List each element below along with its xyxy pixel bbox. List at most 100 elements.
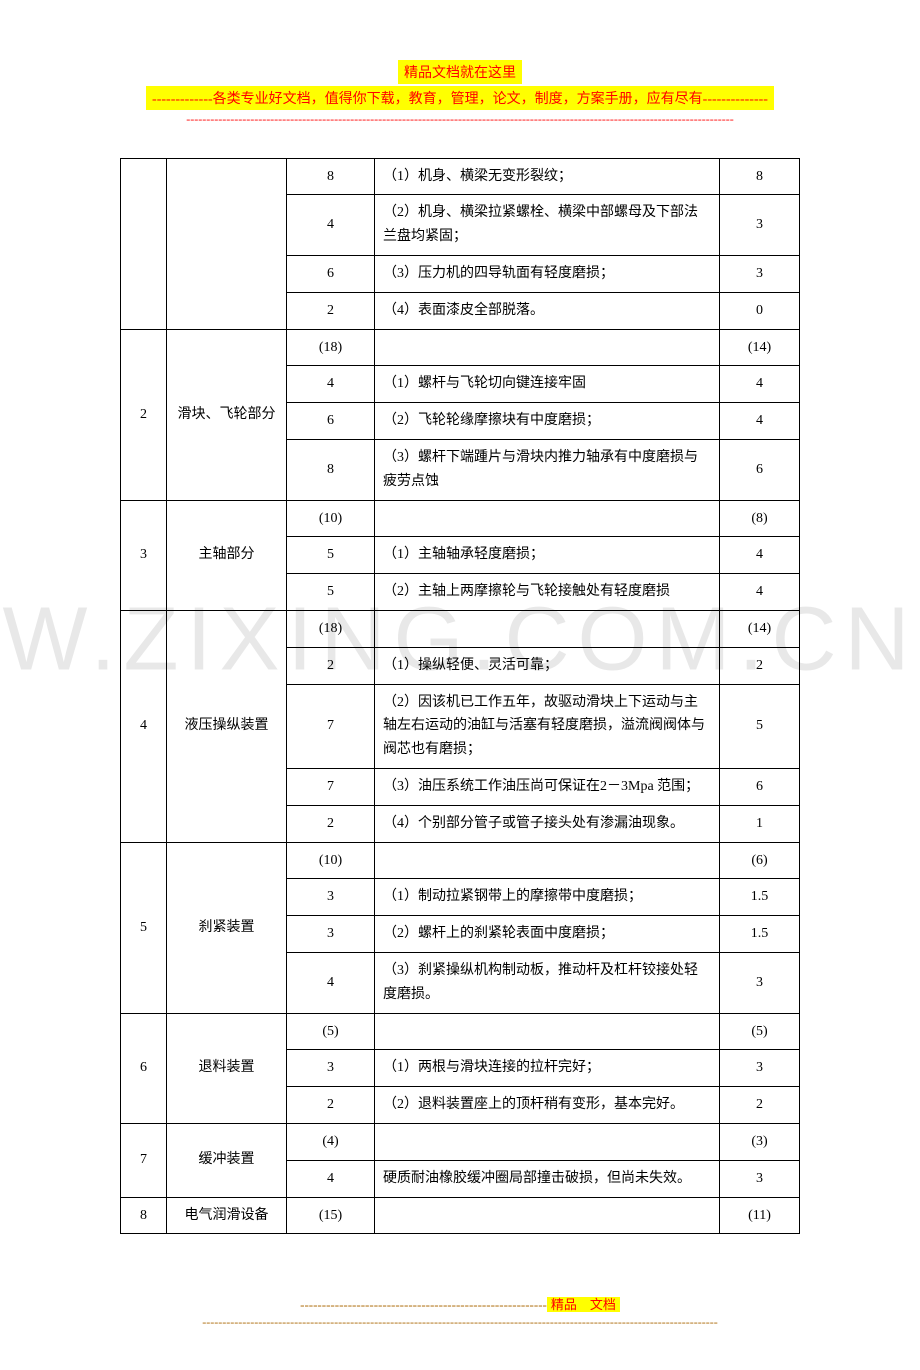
row-desc xyxy=(375,1197,720,1234)
footer-line1: ----------------------------------------… xyxy=(120,1294,800,1313)
row-score1: (10) xyxy=(287,500,375,537)
row-desc: （1）螺杆与飞轮切向键连接牢固 xyxy=(375,366,720,403)
header-line1-text: 精品文档就在这里 xyxy=(398,60,522,84)
row-desc xyxy=(375,500,720,537)
row-score2: 2 xyxy=(720,1087,800,1124)
row-score2: 5 xyxy=(720,684,800,768)
row-score2: 4 xyxy=(720,537,800,574)
row-score2: 2 xyxy=(720,647,800,684)
row-desc: （4）表面漆皮全部脱落。 xyxy=(375,292,720,329)
row-desc: （3）压力机的四导轨面有轻度磨损； xyxy=(375,255,720,292)
row-desc: （2）退料装置座上的顶杆稍有变形，基本完好。 xyxy=(375,1087,720,1124)
row-score1: 8 xyxy=(287,158,375,195)
row-desc: （1）操纵轻便、灵活可靠； xyxy=(375,647,720,684)
row-score2: 1.5 xyxy=(720,879,800,916)
row-num xyxy=(121,158,167,329)
row-part: 退料装置 xyxy=(167,1013,287,1123)
row-score1: 4 xyxy=(287,952,375,1013)
header-subtitle-text: 各类专业好文档，值得你下载，教育，管理，论文，制度，方案手册，应有尽有 xyxy=(213,92,703,107)
row-score2: 3 xyxy=(720,255,800,292)
row-part: 滑块、飞轮部分 xyxy=(167,329,287,500)
header-block: 精品文档就在这里 -------------各类专业好文档，值得你下载，教育，管… xyxy=(0,60,920,128)
row-desc: （1）制动拉紧钢带上的摩擦带中度磨损； xyxy=(375,879,720,916)
row-score1: (4) xyxy=(287,1123,375,1160)
row-score1: 6 xyxy=(287,403,375,440)
row-part xyxy=(167,158,287,329)
row-score1: 3 xyxy=(287,916,375,953)
assessment-table-container: 8（1）机身、横梁无变形裂纹；84（2）机身、横梁拉紧螺栓、横梁中部螺母及下部法… xyxy=(120,158,800,1235)
row-part: 主轴部分 xyxy=(167,500,287,610)
row-desc xyxy=(375,1013,720,1050)
row-score1: 6 xyxy=(287,255,375,292)
row-score1: 3 xyxy=(287,1050,375,1087)
row-score2: (6) xyxy=(720,842,800,879)
row-score2: (3) xyxy=(720,1123,800,1160)
assessment-table: 8（1）机身、横梁无变形裂纹；84（2）机身、横梁拉紧螺栓、横梁中部螺母及下部法… xyxy=(120,158,800,1235)
row-score2: (5) xyxy=(720,1013,800,1050)
row-score2: 3 xyxy=(720,195,800,256)
header-line2-text: -------------各类专业好文档，值得你下载，教育，管理，论文，制度，方… xyxy=(146,86,774,110)
row-score1: 4 xyxy=(287,366,375,403)
row-desc: （1）主轴轴承轻度磨损； xyxy=(375,537,720,574)
row-score1: (10) xyxy=(287,842,375,879)
row-score1: 5 xyxy=(287,574,375,611)
row-score1: 3 xyxy=(287,879,375,916)
row-score2: (14) xyxy=(720,610,800,647)
row-part: 电气润滑设备 xyxy=(167,1197,287,1234)
row-score2: 4 xyxy=(720,366,800,403)
row-score1: (18) xyxy=(287,610,375,647)
row-score1: 2 xyxy=(287,292,375,329)
header-title: 精品文档就在这里 xyxy=(0,60,920,84)
row-score2: 3 xyxy=(720,1050,800,1087)
row-desc: （3）油压系统工作油压尚可保证在2－3Mpa 范围； xyxy=(375,768,720,805)
row-part: 刹紧装置 xyxy=(167,842,287,1013)
header-suffix-dashes: -------------- xyxy=(703,92,768,107)
row-score1: (18) xyxy=(287,329,375,366)
header-divider-dashes: ----------------------------------------… xyxy=(120,112,800,128)
row-num: 6 xyxy=(121,1013,167,1123)
row-desc: （3）螺杆下端踵片与滑块内推力轴承有中度磨损与疲劳点蚀 xyxy=(375,439,720,500)
row-score1: 2 xyxy=(287,1087,375,1124)
row-desc: （3）刹紧操纵机构制动板，推动杆及杠杆铰接处轻度磨损。 xyxy=(375,952,720,1013)
row-score1: 2 xyxy=(287,647,375,684)
row-num: 4 xyxy=(121,610,167,842)
row-score2: 0 xyxy=(720,292,800,329)
row-score2: 4 xyxy=(720,403,800,440)
header-subtitle: -------------各类专业好文档，值得你下载，教育，管理，论文，制度，方… xyxy=(0,84,920,110)
footer-line2: ----------------------------------------… xyxy=(120,1315,800,1330)
row-desc xyxy=(375,329,720,366)
row-num: 5 xyxy=(121,842,167,1013)
row-desc: （1）两根与滑块连接的拉杆完好； xyxy=(375,1050,720,1087)
row-desc: 硬质耐油橡胶缓冲圈局部撞击破损，但尚未失效。 xyxy=(375,1160,720,1197)
footer-dashes-left: ----------------------------------------… xyxy=(300,1297,547,1312)
row-score1: 5 xyxy=(287,537,375,574)
row-score2: 1 xyxy=(720,805,800,842)
row-score1: 7 xyxy=(287,768,375,805)
row-num: 8 xyxy=(121,1197,167,1234)
row-desc: （4）个别部分管子或管子接头处有渗漏油现象。 xyxy=(375,805,720,842)
row-desc: （1）机身、横梁无变形裂纹； xyxy=(375,158,720,195)
row-desc: （2）飞轮轮缘摩擦块有中度磨损； xyxy=(375,403,720,440)
footer-highlight: 精品 文档 xyxy=(547,1297,620,1312)
row-score1: (5) xyxy=(287,1013,375,1050)
row-score2: (8) xyxy=(720,500,800,537)
row-part: 缓冲装置 xyxy=(167,1123,287,1197)
row-score2: 4 xyxy=(720,574,800,611)
row-num: 3 xyxy=(121,500,167,610)
row-score1: 2 xyxy=(287,805,375,842)
row-desc xyxy=(375,842,720,879)
row-score2: 6 xyxy=(720,768,800,805)
row-desc xyxy=(375,610,720,647)
row-desc: （2）机身、横梁拉紧螺栓、横梁中部螺母及下部法兰盘均紧固； xyxy=(375,195,720,256)
row-score2: 8 xyxy=(720,158,800,195)
row-score2: (11) xyxy=(720,1197,800,1234)
header-prefix-dashes: ------------- xyxy=(152,92,213,107)
row-score1: (15) xyxy=(287,1197,375,1234)
row-num: 7 xyxy=(121,1123,167,1197)
row-score2: 3 xyxy=(720,1160,800,1197)
row-score1: 8 xyxy=(287,439,375,500)
row-desc xyxy=(375,1123,720,1160)
row-score1: 7 xyxy=(287,684,375,768)
footer-block: ----------------------------------------… xyxy=(120,1294,800,1330)
row-score2: (14) xyxy=(720,329,800,366)
